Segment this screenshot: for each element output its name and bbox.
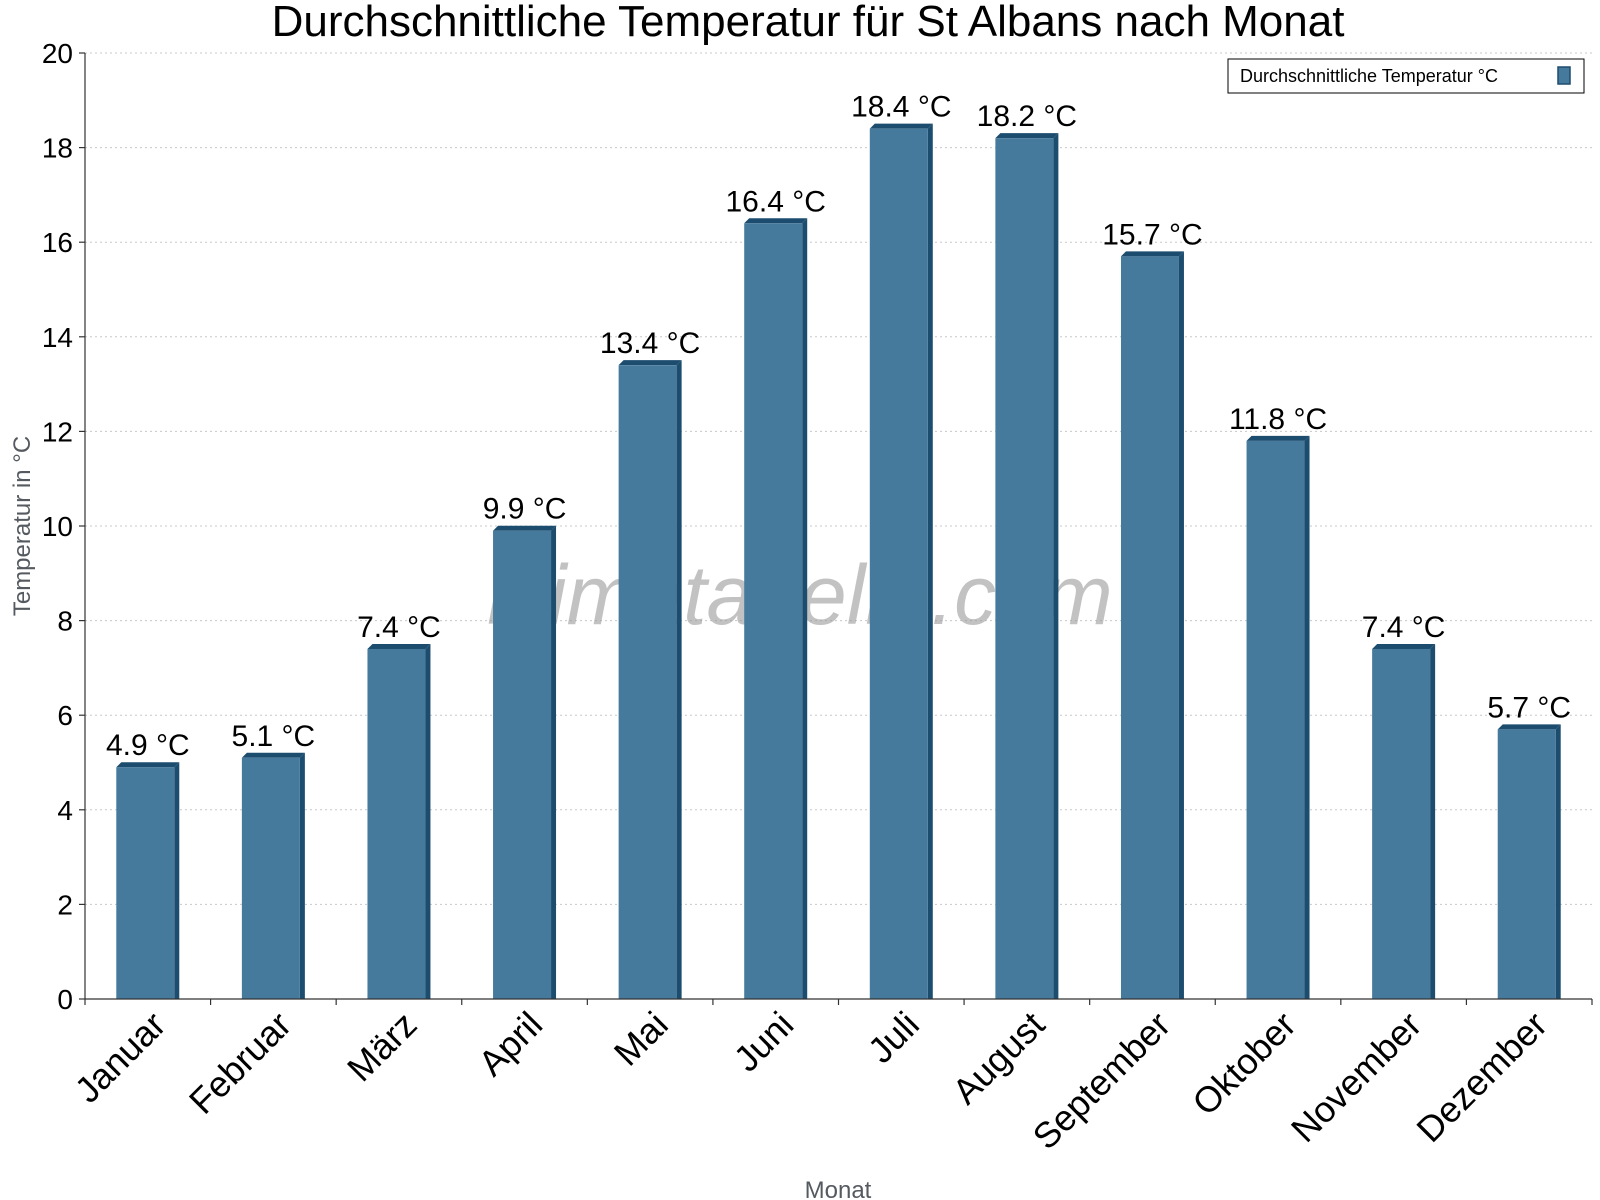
bar-side xyxy=(1053,133,1059,999)
bar-front xyxy=(116,767,175,999)
category-label: Juli xyxy=(860,1004,927,1071)
bar-side xyxy=(1555,724,1561,999)
bar xyxy=(1120,251,1184,999)
bar-top xyxy=(869,123,933,129)
y-tick-label: 4 xyxy=(57,795,73,826)
category-label: Juni xyxy=(726,1004,802,1080)
category-label: Oktober xyxy=(1184,1004,1304,1124)
bar xyxy=(1372,643,1436,999)
category-label: September xyxy=(1025,1004,1179,1158)
category-label: Dezember xyxy=(1408,1004,1554,1150)
category-label: April xyxy=(470,1004,550,1084)
bar-top xyxy=(241,752,305,758)
bar-side xyxy=(676,360,682,999)
legend: Durchschnittliche Temperatur °C xyxy=(1227,58,1585,94)
y-tick-label: 10 xyxy=(42,511,73,542)
bar-front xyxy=(241,757,300,999)
y-tick-label: 12 xyxy=(42,416,73,447)
y-tick-label: 6 xyxy=(57,700,73,731)
legend-label: Durchschnittliche Temperatur °C xyxy=(1240,66,1498,86)
y-tick-label: 8 xyxy=(57,606,73,637)
grid-lines xyxy=(85,52,1592,905)
y-tick-label: 0 xyxy=(57,984,73,1015)
bar-top xyxy=(1497,724,1561,730)
bar xyxy=(869,123,933,1000)
y-axis-ticks: 0 2 4 6 8 10 12 14 16 18 20 xyxy=(42,38,85,1015)
bar-side xyxy=(1178,251,1184,999)
bars xyxy=(116,123,1561,1000)
bar-side xyxy=(1430,643,1436,999)
x-axis-ticks xyxy=(84,999,1593,1005)
data-label: 18.4 °C xyxy=(851,91,951,124)
bar-side xyxy=(174,762,180,999)
x-axis-title: Monat xyxy=(805,1177,872,1200)
bar-top xyxy=(367,643,431,649)
data-label: 13.4 °C xyxy=(600,327,700,360)
category-label: Januar xyxy=(67,1004,174,1111)
bar-side xyxy=(1304,435,1310,999)
data-label: 5.7 °C xyxy=(1487,691,1571,724)
bar-front xyxy=(493,530,552,999)
bar-side xyxy=(802,218,808,999)
bar-top xyxy=(116,762,180,768)
category-label: Mai xyxy=(606,1004,676,1074)
bar xyxy=(493,525,557,999)
bar-top xyxy=(493,525,557,531)
y-tick-label: 2 xyxy=(57,889,73,920)
bar xyxy=(367,643,431,999)
bar-front xyxy=(995,138,1054,999)
data-labels: 4.9 °C 5.1 °C 7.4 °C 9.9 °C 13.4 °C 16.4 °C 18… xyxy=(106,91,1571,763)
bar-top xyxy=(744,218,808,224)
bar-top xyxy=(1372,643,1436,649)
bar-side xyxy=(299,752,305,999)
bar xyxy=(995,133,1059,999)
y-tick-label: 18 xyxy=(42,133,73,164)
bar-side xyxy=(551,525,557,999)
category-label: März xyxy=(339,1004,425,1090)
legend-swatch xyxy=(1557,66,1571,85)
bar-front xyxy=(744,223,803,999)
bar-top xyxy=(1120,251,1184,257)
data-label: 5.1 °C xyxy=(232,720,316,753)
bar xyxy=(744,218,808,999)
bar-front xyxy=(1246,440,1305,999)
bar-top xyxy=(618,360,682,366)
bar-front xyxy=(1497,729,1556,999)
data-label: 4.9 °C xyxy=(106,729,190,762)
category-label: November xyxy=(1283,1004,1429,1150)
y-tick-label: 20 xyxy=(42,38,73,69)
bar xyxy=(618,360,682,999)
data-label: 11.8 °C xyxy=(1229,403,1327,436)
bar-top xyxy=(995,133,1059,139)
data-label: 9.9 °C xyxy=(483,493,567,526)
bar-top xyxy=(1246,435,1310,441)
legend-box xyxy=(1227,58,1585,94)
y-tick-label: 14 xyxy=(42,322,73,353)
bar-side xyxy=(927,123,933,1000)
bar xyxy=(241,752,305,999)
bar-side xyxy=(425,643,431,999)
bar xyxy=(1497,724,1561,999)
data-label: 7.4 °C xyxy=(357,611,441,644)
bar-front xyxy=(869,128,928,999)
bar-front xyxy=(1120,256,1179,999)
data-label: 15.7 °C xyxy=(1102,218,1202,251)
data-label: 18.2 °C xyxy=(977,100,1077,133)
data-label: 16.4 °C xyxy=(726,185,826,218)
bar xyxy=(116,762,180,999)
chart-title: Durchschnittliche Temperatur für St Alba… xyxy=(272,0,1345,46)
bar-front xyxy=(1372,648,1431,999)
y-axis-title: Temperatur in °C xyxy=(9,436,36,616)
bar-front xyxy=(618,365,677,999)
data-label: 7.4 °C xyxy=(1362,611,1446,644)
bar xyxy=(1246,435,1310,999)
y-tick-label: 16 xyxy=(42,227,73,258)
bar-front xyxy=(367,648,426,999)
category-label: Februar xyxy=(181,1004,299,1122)
category-labels: Januar Februar März April Mai Juni Juli AugustS… xyxy=(67,1004,1555,1158)
category-label: August xyxy=(944,1004,1052,1112)
